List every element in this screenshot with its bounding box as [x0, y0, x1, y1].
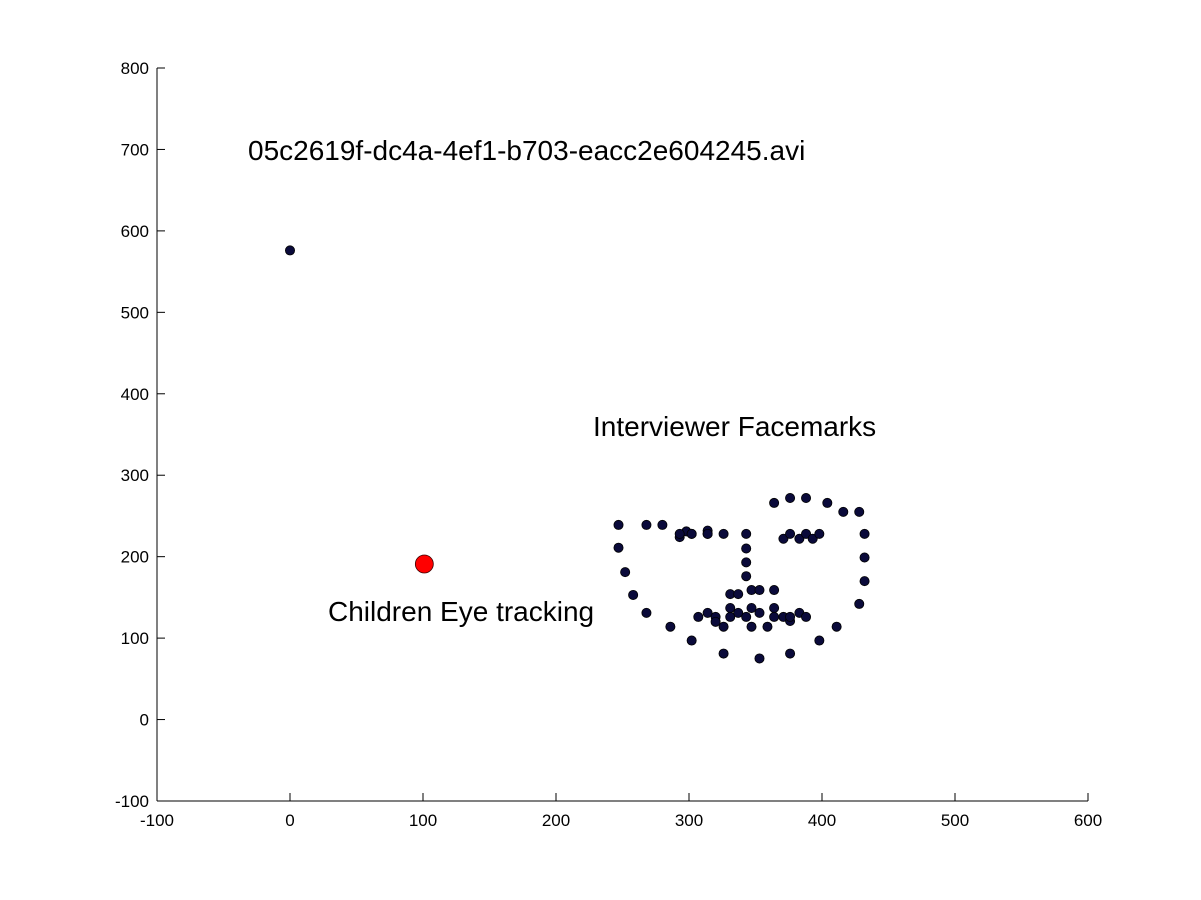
facemark-point: [854, 506, 865, 517]
eye-tracking-point: [414, 554, 434, 574]
facemark-point: [838, 506, 849, 517]
facemark-point: [741, 528, 752, 539]
facemark-point: [725, 602, 736, 613]
facemark-point: [733, 589, 744, 600]
facemark-point: [807, 533, 818, 544]
facemark-point: [686, 528, 697, 539]
facemark-point: [801, 493, 812, 504]
facemark-point: [822, 497, 833, 508]
y-tick-label: 300: [121, 466, 149, 485]
facemark-point: [686, 635, 697, 646]
facemark-point: [620, 567, 631, 578]
x-axis-ticks: -100 0 100 200 300 400 500 600: [140, 793, 1102, 830]
x-tick-label: 0: [285, 811, 294, 830]
facemark-point: [665, 621, 676, 632]
x-tick-label: 100: [409, 811, 437, 830]
facemark-point: [854, 598, 865, 609]
facemark-point: [674, 528, 685, 539]
facemark-point: [702, 528, 713, 539]
facemark-point: [746, 602, 757, 613]
facemark-point: [859, 528, 870, 539]
facemark-point: [702, 607, 713, 618]
facemark-point: [814, 635, 825, 646]
facemark-point: [746, 621, 757, 632]
facemark-point: [754, 585, 765, 596]
facemark-point: [710, 616, 721, 627]
facemark-point: [785, 648, 796, 659]
y-tick-label: 100: [121, 629, 149, 648]
facemark-point: [785, 611, 796, 622]
annotation-children: Children Eye tracking: [328, 596, 594, 627]
facemark-point: [785, 528, 796, 539]
y-tick-label: 0: [140, 711, 149, 730]
facemark-point: [641, 607, 652, 618]
facemark-point: [754, 653, 765, 664]
x-tick-label: 500: [941, 811, 969, 830]
facemark-point: [778, 533, 789, 544]
facemark-point: [794, 533, 805, 544]
y-tick-label: 700: [121, 140, 149, 159]
y-axis-ticks: -100 0 100 200 300 400 500 600 700 800: [115, 59, 165, 811]
x-tick-label: 400: [808, 811, 836, 830]
facemark-point: [762, 621, 773, 632]
facemark-point: [741, 611, 752, 622]
x-tick-label: -100: [140, 811, 174, 830]
axes: [156, 68, 1088, 802]
facemark-point: [693, 611, 704, 622]
data-points: [284, 245, 870, 664]
facemark-point: [859, 576, 870, 587]
facemark-point: [741, 571, 752, 582]
facemark-point: [733, 607, 744, 618]
facemark-point: [613, 519, 624, 530]
facemark-point: [769, 497, 780, 508]
facemark-point: [769, 585, 780, 596]
facemark-point: [785, 493, 796, 504]
facemark-point: [718, 621, 729, 632]
facemark-point: [801, 611, 812, 622]
facemark-point: [741, 543, 752, 554]
y-tick-label: 800: [121, 59, 149, 78]
facemark-point: [769, 602, 780, 613]
facemark-point: [741, 557, 752, 568]
y-tick-label: 600: [121, 222, 149, 241]
facemark-point: [641, 519, 652, 530]
facemark-point: [284, 245, 295, 256]
facemark-point: [801, 528, 812, 539]
facemark-point: [718, 528, 729, 539]
facemark-point: [831, 621, 842, 632]
facemark-point: [657, 519, 668, 530]
x-tick-label: 300: [675, 811, 703, 830]
facemark-point: [613, 542, 624, 553]
facemark-point: [725, 611, 736, 622]
y-tick-label: 200: [121, 548, 149, 567]
y-tick-label: -100: [115, 792, 149, 811]
x-tick-label: 200: [542, 811, 570, 830]
chart-title: 05c2619f-dc4a-4ef1-b703-eacc2e604245.avi: [248, 135, 805, 166]
facemark-point: [754, 607, 765, 618]
y-tick-label: 400: [121, 385, 149, 404]
facemark-point: [859, 552, 870, 563]
y-tick-label: 500: [121, 303, 149, 322]
annotation-interviewer: Interviewer Facemarks: [593, 411, 876, 442]
facemark-point: [814, 528, 825, 539]
x-tick-label: 600: [1074, 811, 1102, 830]
facemark-point: [718, 648, 729, 659]
facemark-point: [769, 611, 780, 622]
facemark-point: [628, 589, 639, 600]
